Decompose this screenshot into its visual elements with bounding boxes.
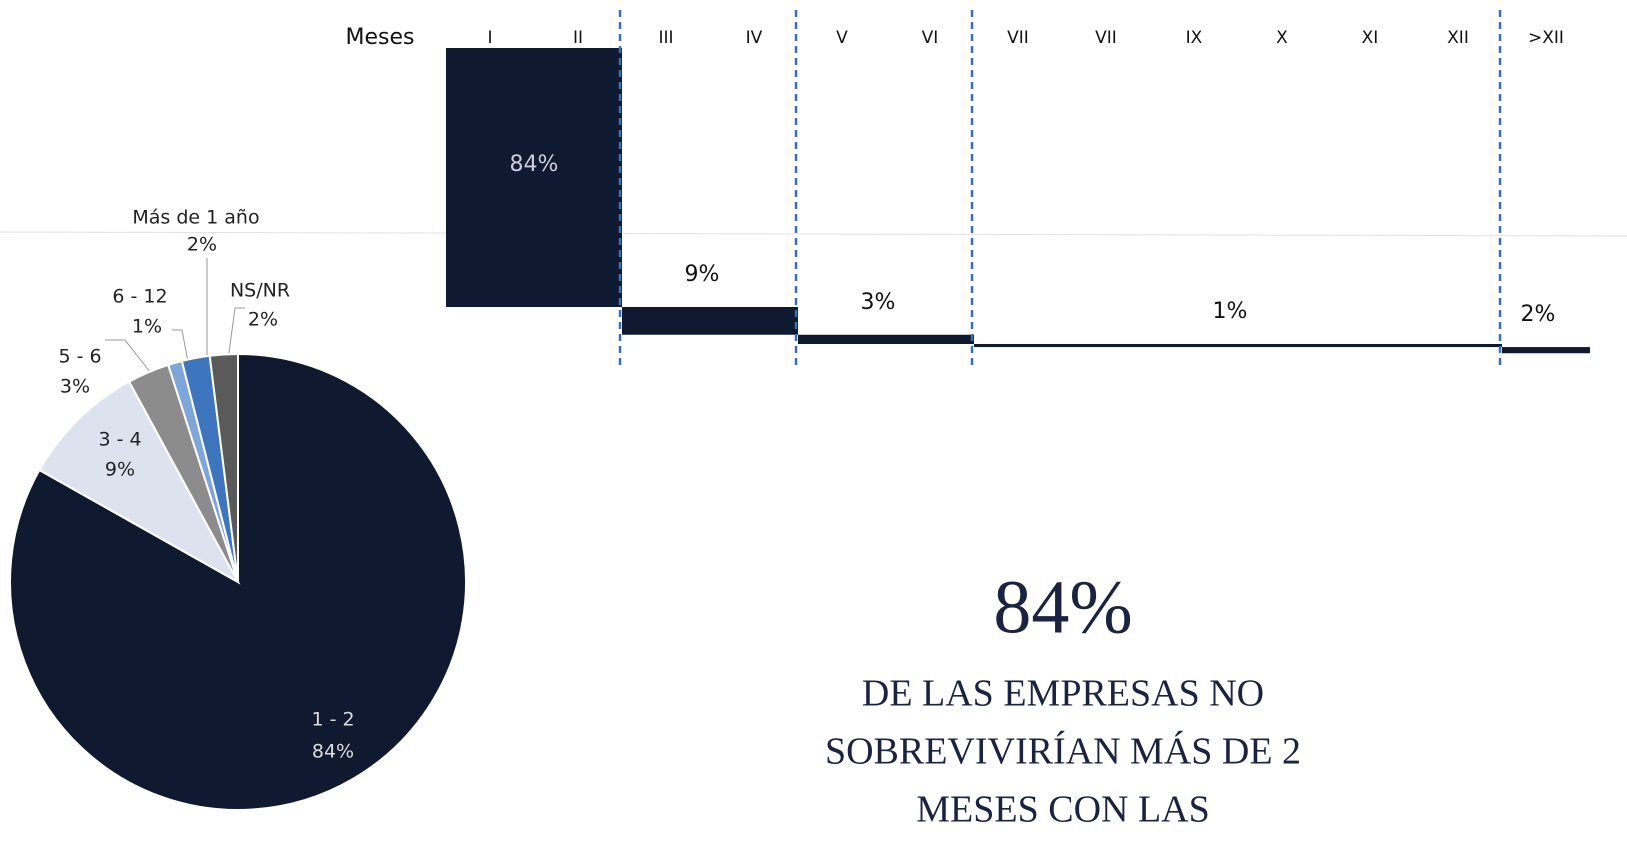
bar <box>798 334 974 344</box>
pie-label: 6 - 12 <box>112 286 167 308</box>
callout-figure: 84% <box>993 565 1132 649</box>
month-label: X <box>1276 28 1288 48</box>
pie-label: 5 - 6 <box>58 346 101 368</box>
month-label: IX <box>1186 28 1203 48</box>
month-label: XII <box>1447 28 1469 48</box>
pie-value-label: 2% <box>187 234 217 256</box>
bar <box>622 307 798 335</box>
month-label: II <box>573 28 583 48</box>
pie-slice <box>208 352 239 583</box>
leader <box>227 307 245 361</box>
bar-value-label: 9% <box>685 262 720 287</box>
pie-label: 1 - 2 <box>311 709 354 731</box>
callout-line: MESES CON LAS <box>916 789 1210 831</box>
pie-slice <box>38 380 241 585</box>
month-label: V <box>836 28 848 48</box>
month-label: VII <box>1007 28 1029 48</box>
pie-value-label: 3% <box>60 376 90 398</box>
bar <box>1502 347 1590 354</box>
pie-value-label: 1% <box>132 316 162 338</box>
callout-line: SOBREVIVIRÍAN MÁS DE 2 <box>825 731 1301 773</box>
pie-label: NS/NR <box>230 280 290 302</box>
month-label: VII <box>1095 28 1117 48</box>
month-label: I <box>487 28 492 48</box>
divider <box>0 231 1627 237</box>
bar-value-label: 1% <box>1213 299 1248 324</box>
month-label: >XII <box>1528 28 1564 48</box>
pie-value-label: 2% <box>248 309 278 331</box>
month-label: III <box>658 28 673 48</box>
bar-value-label: 3% <box>861 290 896 315</box>
month-label: IV <box>746 28 763 48</box>
bar <box>446 48 622 307</box>
leader <box>172 329 189 363</box>
bar-value-label: 84% <box>510 152 559 177</box>
bar <box>974 344 1502 348</box>
leader <box>105 339 151 373</box>
month-label: VI <box>922 28 939 48</box>
leaders <box>105 258 245 373</box>
pie-value-label: 84% <box>312 741 354 763</box>
pie-value-label: 9% <box>105 459 135 481</box>
callout-line: DE LAS EMPRESAS NO <box>862 673 1264 715</box>
pie-label: 3 - 4 <box>98 429 141 451</box>
bar-value-label: 2% <box>1521 302 1556 327</box>
pie-label: Más de 1 año <box>132 207 259 229</box>
month-label: XI <box>1362 28 1379 48</box>
x-axis-label: Meses <box>346 25 415 50</box>
